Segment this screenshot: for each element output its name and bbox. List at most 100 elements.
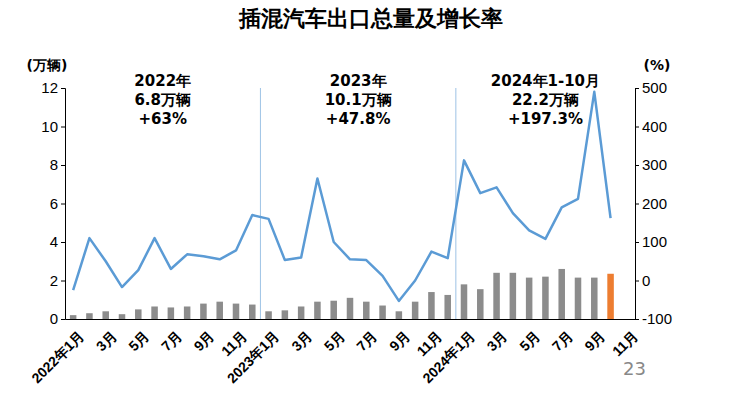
bar — [168, 307, 175, 319]
y-tick-label: 6 — [50, 195, 58, 212]
bar — [510, 273, 517, 319]
bar — [363, 302, 370, 319]
bar — [135, 309, 142, 319]
x-tick-label: 2022年1月 — [28, 328, 87, 387]
y2-tick: 400 — [635, 118, 667, 135]
bar — [347, 298, 354, 319]
y2-tick: 100 — [635, 233, 667, 250]
y-tick-label: 4 — [50, 233, 58, 250]
bar — [477, 289, 484, 319]
annotation-line: +63% — [138, 110, 186, 128]
x-tick-label: 9月 — [386, 328, 413, 355]
annotation: 2024年1-10月22.2万辆+197.3% — [491, 72, 600, 128]
x-tick: 3月 — [484, 319, 511, 354]
y-axis-line — [61, 89, 66, 320]
x-tick-label: 2023年1月 — [224, 328, 283, 387]
annotation: 2023年10.1万辆+47.8% — [325, 72, 392, 128]
y-axis-label: (万辆) — [27, 57, 68, 73]
bar — [575, 278, 582, 319]
y-tick: 8 — [50, 156, 65, 173]
y2-tick-label: 400 — [642, 118, 667, 135]
y2-tick-label: -100 — [642, 310, 672, 327]
bar — [233, 304, 240, 319]
bar — [298, 306, 305, 319]
x-tick: 7月 — [158, 319, 185, 354]
bar — [265, 311, 272, 319]
annotation-line: +47.8% — [326, 110, 391, 128]
annotation-line: +197.3% — [508, 110, 583, 128]
y2-tick-label: 100 — [642, 233, 667, 250]
y-tick-mark — [61, 204, 65, 205]
bar — [379, 306, 386, 319]
annotation-line: 2024年1-10月 — [491, 72, 600, 90]
bar — [330, 301, 337, 319]
annotation: 2022年6.8万辆+63% — [134, 72, 191, 128]
y-tick: 6 — [50, 195, 65, 212]
y2-tick-mark — [635, 127, 639, 128]
x-tick: 9月 — [581, 319, 608, 354]
y-axis: 0 2 4 6 8 10 12 — [41, 79, 65, 327]
y-tick: 12 — [41, 79, 65, 96]
y-tick: 0 — [50, 310, 65, 327]
x-tick-label: 9月 — [191, 328, 218, 355]
bar — [151, 306, 158, 319]
bar — [102, 311, 109, 319]
bar — [526, 278, 533, 319]
y2-tick-mark — [635, 204, 639, 205]
bar — [428, 292, 435, 319]
x-tick: 2022年1月 — [28, 319, 87, 386]
y2-tick-mark — [635, 242, 639, 243]
y2-axis-label: (%) — [644, 57, 671, 73]
bar — [607, 274, 614, 319]
x-axis: 2022年1月3月5月7月9月11月2023年1月3月5月7月9月11月2024… — [28, 319, 640, 386]
y2-tick-label: 0 — [642, 272, 650, 289]
y-tick-label: 8 — [50, 156, 58, 173]
annotation-line: 6.8万辆 — [134, 91, 191, 109]
marks — [70, 92, 614, 319]
y2-tick-mark — [635, 88, 639, 89]
x-tick: 9月 — [191, 319, 218, 354]
bar — [184, 306, 191, 319]
y-tick-label: 12 — [41, 79, 58, 96]
y-tick-label: 2 — [50, 272, 58, 289]
plot-area: 024681012-10001002003004005002022年1月3月5月… — [28, 72, 672, 386]
bar — [444, 295, 451, 319]
x-tick-label: 7月 — [549, 328, 576, 355]
x-tick: 3月 — [288, 319, 315, 354]
y-tick-mark — [61, 165, 65, 166]
y2-tick-mark — [635, 281, 639, 282]
bar — [558, 269, 565, 319]
annotation-line: 2022年 — [134, 72, 191, 90]
x-tick: 7月 — [353, 319, 380, 354]
x-tick-label: 7月 — [158, 328, 185, 355]
x-tick-label: 3月 — [288, 328, 315, 355]
bar — [216, 302, 223, 319]
x-tick: 2023年1月 — [224, 319, 283, 386]
bar — [119, 314, 126, 319]
bar — [282, 310, 289, 319]
annotation-line: 22.2万辆 — [512, 91, 579, 109]
y-tick-mark — [61, 281, 65, 282]
page-number: 23 — [623, 358, 646, 379]
x-tick-label: 5月 — [125, 328, 152, 355]
bar — [396, 311, 403, 319]
y-tick-mark — [61, 242, 65, 243]
y-tick: 4 — [50, 233, 65, 250]
y-tick: 10 — [41, 118, 65, 135]
bar — [86, 313, 93, 319]
x-tick: 5月 — [516, 319, 543, 354]
y2-tick: 200 — [635, 195, 667, 212]
y2-tick: 0 — [635, 272, 650, 289]
y2-tick-label: 300 — [642, 156, 667, 173]
bar — [70, 315, 77, 319]
x-tick: 11月 — [609, 319, 641, 359]
x-tick: 5月 — [125, 319, 152, 354]
y-tick-label: 10 — [41, 118, 58, 135]
x-tick: 2024年1月 — [419, 319, 478, 386]
annotation-line: 2023年 — [330, 72, 387, 90]
x-tick-label: 5月 — [321, 328, 348, 355]
x-tick-label: 2024年1月 — [419, 328, 478, 387]
annotation-line: 10.1万辆 — [325, 91, 392, 109]
x-tick: 5月 — [321, 319, 348, 354]
y2-tick-mark — [635, 165, 639, 166]
